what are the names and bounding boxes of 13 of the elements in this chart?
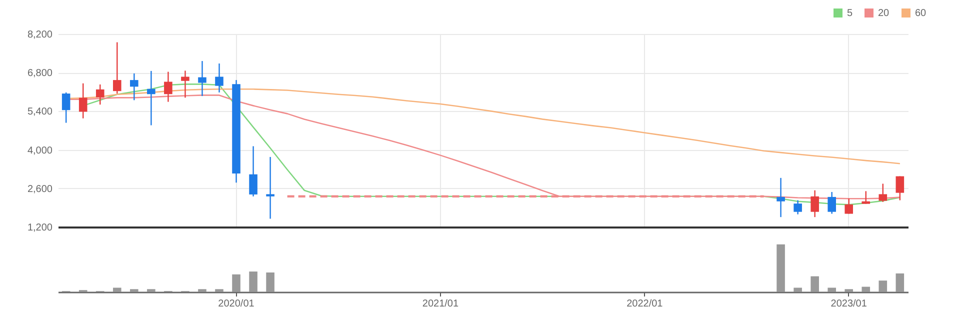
y-tick-label: 6,800 (27, 68, 53, 80)
y-tick-label: 1,200 (27, 222, 53, 234)
legend-label: 60 (915, 8, 927, 19)
y-tick-label: 5,400 (27, 106, 53, 118)
legend-label: 5 (847, 8, 853, 19)
y-tick-label: 8,200 (27, 30, 53, 40)
y-tick-label: 2,600 (27, 184, 53, 195)
x-tick-label: 2023/01 (830, 298, 868, 310)
legend-label: 20 (878, 8, 890, 19)
y-tick-label: 4,000 (27, 145, 53, 156)
x-tick-label: 2022/01 (626, 298, 664, 310)
x-tick-label: 2021/01 (422, 298, 459, 310)
x-tick-label: 2020/01 (218, 298, 255, 310)
